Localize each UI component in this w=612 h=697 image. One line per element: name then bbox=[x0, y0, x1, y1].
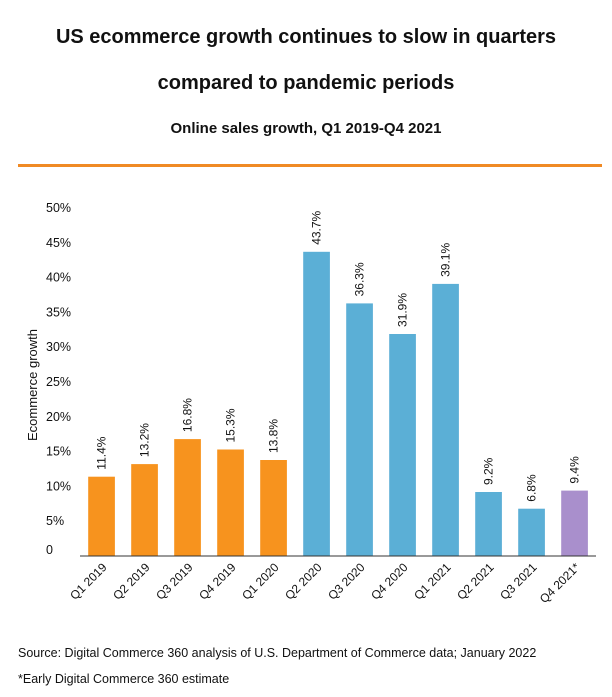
title-divider bbox=[18, 164, 602, 167]
data-label: 6.8% bbox=[525, 474, 539, 502]
y-axis-ticks: 0 5% 10% 15% 20% 25% 30% 35% 40% 45% 50% bbox=[46, 201, 71, 557]
data-label: 36.3% bbox=[353, 262, 367, 296]
bar bbox=[131, 464, 158, 556]
y-tick-label: 50% bbox=[46, 201, 71, 215]
bar bbox=[303, 251, 330, 557]
y-axis-label: Ecommerce growth bbox=[25, 329, 40, 441]
x-tick-label: Q4 2020 bbox=[368, 560, 411, 603]
data-label: 16.8% bbox=[181, 398, 195, 432]
data-label: 9.2% bbox=[482, 457, 496, 485]
y-tick-label: 45% bbox=[46, 236, 71, 250]
y-tick-label: 30% bbox=[46, 340, 71, 354]
y-tick-label: 25% bbox=[46, 375, 71, 389]
data-label: 43.7% bbox=[310, 210, 324, 244]
y-tick-label: 15% bbox=[46, 445, 71, 459]
x-tick-label: Q1 2021 bbox=[411, 560, 454, 603]
bar bbox=[88, 476, 115, 556]
bar bbox=[260, 460, 287, 556]
source-note: Source: Digital Commerce 360 analysis of… bbox=[18, 646, 537, 660]
y-tick-label: 40% bbox=[46, 271, 71, 285]
x-tick-label: Q4 2021* bbox=[537, 560, 583, 606]
bar bbox=[518, 508, 545, 556]
x-tick-label: Q2 2021 bbox=[454, 560, 497, 603]
bar bbox=[561, 490, 588, 556]
x-tick-label: Q3 2021 bbox=[497, 560, 540, 603]
x-tick-label: Q4 2019 bbox=[196, 560, 239, 603]
x-tick-label: Q2 2019 bbox=[110, 560, 153, 603]
bars: 11.4% 13.2% 16.8% 15.3% 13.8% 43.7% 36.3% 31.9%… bbox=[88, 210, 588, 557]
data-label: 15.3% bbox=[224, 408, 238, 442]
y-tick-label: 5% bbox=[46, 514, 64, 528]
chart-title: US ecommerce growth continues to slow in… bbox=[0, 14, 612, 106]
bar bbox=[475, 492, 502, 556]
chart-title-line-1: US ecommerce growth continues to slow in… bbox=[55, 26, 557, 48]
data-label: 11.4% bbox=[95, 436, 109, 469]
y-tick-label: 0 bbox=[46, 543, 53, 557]
data-label: 13.2% bbox=[138, 423, 152, 457]
bar bbox=[346, 303, 373, 556]
data-label: 13.8% bbox=[267, 419, 281, 453]
y-tick-label: 20% bbox=[46, 410, 71, 424]
bar bbox=[432, 283, 459, 556]
data-label: 9.4% bbox=[568, 456, 582, 484]
data-label: 31.9% bbox=[396, 293, 410, 327]
bar-chart: 0 5% 10% 15% 20% 25% 30% 35% 40% 45% 50% Ecommerce… bbox=[25, 201, 596, 606]
x-axis-ticks: Q1 2019 Q2 2019 Q3 2019 Q4 2019 Q1 2020 Q2 20… bbox=[67, 560, 583, 606]
footnote: *Early Digital Commerce 360 estimate bbox=[18, 672, 230, 686]
y-tick-label: 10% bbox=[46, 479, 71, 493]
x-tick-label: Q1 2019 bbox=[67, 560, 110, 603]
bar bbox=[217, 449, 244, 556]
y-tick-label: 35% bbox=[46, 305, 71, 319]
x-tick-label: Q2 2020 bbox=[282, 560, 325, 603]
data-label: 39.1% bbox=[439, 243, 453, 277]
chart-subtitle: Online sales growth, Q1 2019-Q4 2021 bbox=[170, 120, 442, 137]
chart-title-line-2: compared to pandemic periods bbox=[157, 72, 455, 94]
bar bbox=[389, 334, 416, 556]
x-tick-label: Q3 2019 bbox=[153, 560, 196, 603]
x-tick-label: Q1 2020 bbox=[239, 560, 282, 603]
bar bbox=[174, 439, 201, 556]
x-tick-label: Q3 2020 bbox=[325, 560, 368, 603]
